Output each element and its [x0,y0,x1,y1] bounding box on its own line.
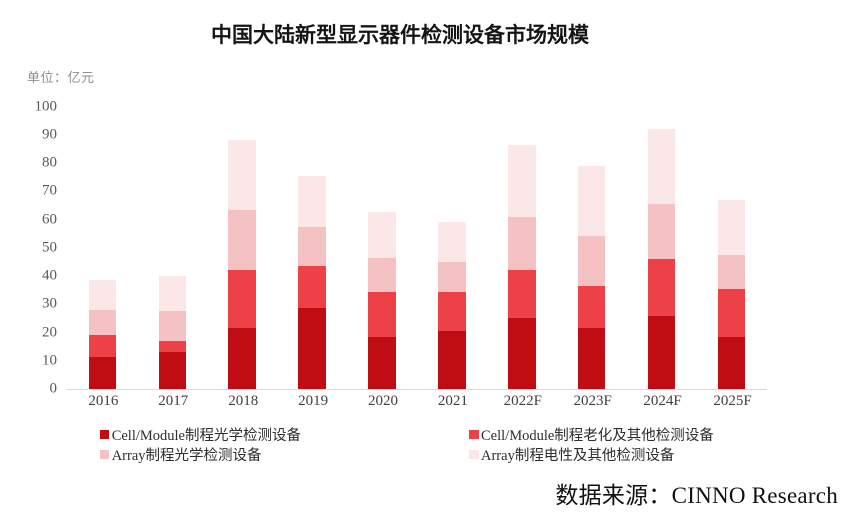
y-axis-unit-label: 单位：亿元 [27,70,95,85]
y-tick-label: 70 [42,182,57,199]
y-tick-label: 10 [42,352,57,369]
x-tick-label: 2021 [437,393,468,409]
bar-segment [647,203,676,260]
stacked-bar-2016 [88,280,117,389]
y-tick-label: 60 [42,211,57,227]
bar-segment [158,352,187,389]
bar-segment [508,216,536,271]
stacked-bar-2020 [368,212,396,389]
stacked-bar-2019 [298,175,326,389]
stacked-bar-2024F [647,129,676,389]
legend-item: Array制程光学检测设备 [99,444,262,465]
x-tick-label: 2017 [158,393,189,409]
bar-segment [228,209,256,271]
stacked-bar-2022F [508,144,536,389]
legend-item: Cell/Module制程老化及其他检测设备 [469,424,714,445]
bar-segment [438,331,466,389]
bar-segment [368,257,396,292]
x-tick-label: 2025F [713,393,752,409]
bar-segment [88,280,117,310]
x-tick-label: 2016 [88,393,119,409]
legend-item: Cell/Module制程光学检测设备 [99,424,301,445]
bar-segment [88,335,117,357]
legend-item: Array制程电性及其他检测设备 [469,444,674,465]
bar-segment [647,315,676,389]
bar-segment [717,336,746,389]
bar-segment [577,285,606,329]
bar-segment [577,165,606,237]
x-tick-label: 2024F [643,393,682,409]
bar-segment [298,175,326,227]
bar-segment [158,340,187,353]
legend-swatch-icon [469,449,479,460]
bar-segment [508,144,536,217]
y-tick-label: 20 [42,324,57,340]
bar-segment [438,222,466,262]
y-tick-label: 80 [42,154,57,171]
x-axis-line [67,389,767,390]
bar-segment [577,236,606,286]
legend-label: Cell/Module制程老化及其他检测设备 [481,428,714,444]
bar-segment [647,129,676,204]
bar-segment [158,276,187,312]
bar-segment [228,270,256,329]
bar-segment [368,212,396,258]
stacked-bar-2021 [438,222,466,389]
stacked-bar-2017 [158,276,187,389]
stacked-bar-2025F [717,199,746,389]
stacked-bar-2023F [577,165,606,389]
x-tick-label: 2022F [503,393,542,409]
bar-segment [158,311,187,341]
bar-segment [577,328,606,389]
bar-segment [508,270,536,319]
bar-segment [298,266,326,309]
bar-segment [228,328,256,389]
bar-segment [717,254,746,289]
bar-segment [438,291,466,332]
x-tick-label: 2023F [573,393,612,409]
bar-segment [298,226,326,267]
y-tick-label: 30 [42,295,57,312]
legend-label: Array制程电性及其他检测设备 [481,448,675,464]
bar-segment [508,318,536,389]
y-tick-label: 90 [42,126,57,143]
x-tick-label: 2019 [298,393,329,409]
bar-segment [368,291,396,337]
source-note: 数据来源：CINNO Research [555,483,838,508]
legend-swatch-icon [99,449,110,460]
bar-segment [717,288,746,337]
bar-segment [88,309,117,336]
y-tick-label: 0 [49,380,58,397]
legend-swatch-icon [469,429,479,440]
bar-segment [88,356,117,389]
bar-segment [438,261,466,292]
legend-swatch-icon [99,429,110,440]
chart-title: 中国大陆新型显示器件检测设备市场规模 [211,24,589,47]
y-tick-label: 50 [42,239,57,256]
bar-segment [298,308,326,389]
bar-segment [717,199,746,255]
bar-segment [368,336,396,389]
legend-label: Cell/Module制程光学检测设备 [111,428,301,444]
y-tick-label: 40 [42,267,57,284]
legend-label: Array制程光学检测设备 [111,448,262,464]
bar-segment [228,140,256,210]
x-tick-label: 2018 [228,393,259,409]
y-tick-label: 100 [34,98,58,114]
stacked-bar-2018 [228,140,256,389]
x-tick-label: 2020 [368,393,398,409]
bar-segment [647,259,676,316]
